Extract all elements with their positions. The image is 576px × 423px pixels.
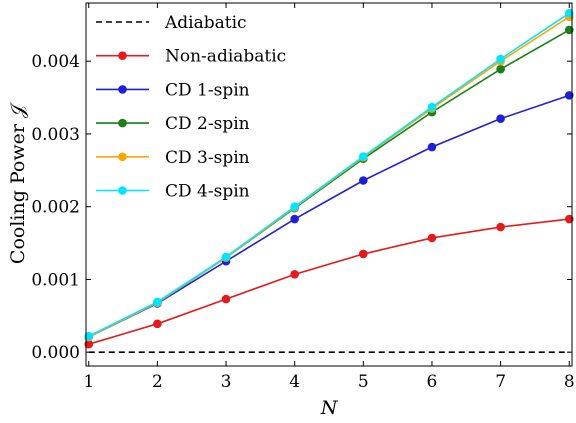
x-tick-label: 1 <box>83 372 94 392</box>
series-line-5 <box>88 12 570 337</box>
series-line-2 <box>88 94 570 338</box>
data-point <box>564 8 574 18</box>
x-tick-label: 8 <box>564 372 575 392</box>
legend-entry-label: CD 1-spin <box>165 80 250 100</box>
x-tick-label: 5 <box>358 372 369 392</box>
legend-marker-5 <box>118 186 127 195</box>
data-point <box>290 270 299 279</box>
data-point <box>153 319 162 329</box>
data-point <box>564 214 574 224</box>
data-point <box>496 222 505 232</box>
legend-marker-4 <box>118 152 127 162</box>
data-point <box>359 176 368 185</box>
legend-entry-label: CD 3-spin <box>165 148 250 168</box>
x-tick-label: 7 <box>495 372 506 392</box>
legend-entry-label: CD 4-spin <box>165 182 250 202</box>
x-tick-label: 2 <box>152 372 163 392</box>
data-point <box>496 114 505 123</box>
plot-frame <box>85 2 573 367</box>
series-line-1 <box>88 218 570 345</box>
data-point <box>153 297 162 307</box>
x-tick-label: 3 <box>221 372 232 392</box>
data-point <box>221 294 231 304</box>
data-point <box>221 252 231 262</box>
legend-entry-label: Non-adiabatic <box>165 47 286 67</box>
legend-entry-label: Adiabatic <box>164 13 247 33</box>
series-layer <box>84 8 574 353</box>
data-point <box>359 152 368 161</box>
data-point <box>564 91 574 100</box>
y-tick-label: 0.002 <box>31 198 80 218</box>
data-point <box>290 214 299 224</box>
data-point <box>84 339 94 349</box>
y-tick-label: 0.004 <box>31 52 80 72</box>
ticks-layer: 1 2 3 4 5 6 7 8 0.000 0.001 0.002 0.003 0.004 <box>31 3 575 392</box>
data-point <box>427 142 437 152</box>
y-axis-label: Cooling Power 𝒥 <box>7 102 29 264</box>
data-point <box>290 202 299 211</box>
data-point <box>564 25 574 35</box>
data-point <box>359 249 368 259</box>
legend-marker-1 <box>118 51 127 60</box>
legend-marker-2 <box>118 85 127 94</box>
legend-marker-3 <box>118 118 127 128</box>
data-point <box>496 54 505 64</box>
x-tick-label: 6 <box>427 372 438 392</box>
data-point <box>496 64 505 74</box>
legend-entry-label: CD 2-spin <box>165 114 250 134</box>
plot-background <box>86 3 572 366</box>
y-tick-label: 0.001 <box>31 270 80 290</box>
x-axis-label: N <box>320 397 339 419</box>
x-tick-label: 4 <box>289 372 300 392</box>
y-tick-label: 0.000 <box>31 343 80 363</box>
data-point <box>427 233 437 243</box>
data-point <box>427 102 437 112</box>
data-point <box>84 331 94 341</box>
y-tick-label: 0.003 <box>31 125 80 145</box>
legend: Adiabatic Non-adiabatic CD 1-spin CD 2-spin… <box>96 13 286 202</box>
